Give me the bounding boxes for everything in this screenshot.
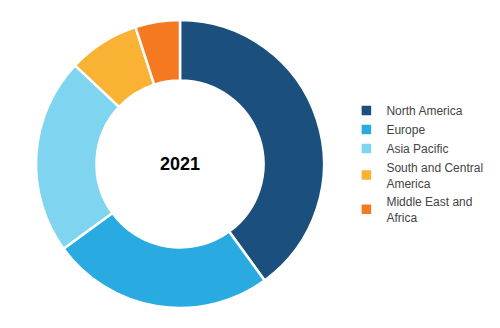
svg-text:Asia Pacific: Asia Pacific xyxy=(386,142,448,156)
svg-text:North America: North America xyxy=(386,104,462,118)
svg-text:Europe: Europe xyxy=(386,123,425,137)
svg-text:2021: 2021 xyxy=(160,154,200,174)
svg-text:Middle East andAfrica: Middle East andAfrica xyxy=(386,195,472,225)
svg-text:South and CentralAmerica: South and CentralAmerica xyxy=(386,161,483,191)
